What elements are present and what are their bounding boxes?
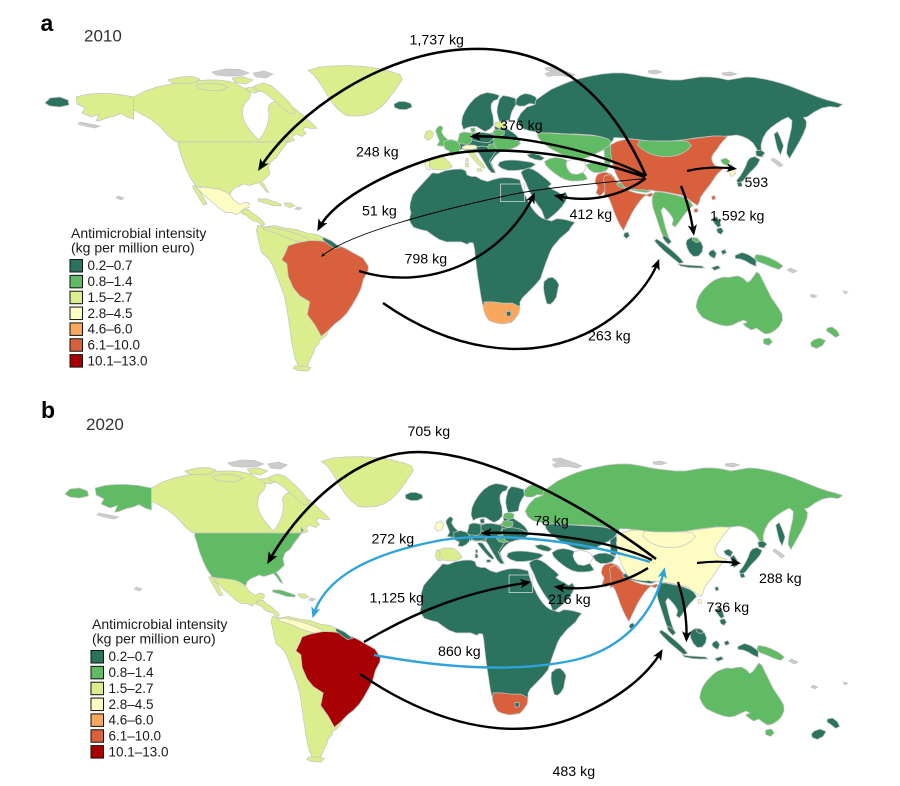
svg-text:1.5–2.7: 1.5–2.7 (88, 290, 133, 305)
svg-text:4.6–6.0: 4.6–6.0 (88, 322, 133, 337)
svg-text:0.2–0.7: 0.2–0.7 (88, 258, 133, 273)
svg-text:(kg per million euro): (kg per million euro) (92, 631, 216, 647)
svg-text:6.1–10.0: 6.1–10.0 (88, 337, 141, 352)
svg-text:736 kg: 736 kg (707, 600, 750, 616)
svg-text:0.2–0.7: 0.2–0.7 (109, 649, 154, 664)
svg-text:0.8–1.4: 0.8–1.4 (109, 665, 155, 680)
svg-text:2010: 2010 (84, 27, 122, 46)
svg-text:483 kg: 483 kg (553, 764, 596, 780)
svg-text:4.6–6.0: 4.6–6.0 (109, 713, 154, 728)
svg-text:272 kg: 272 kg (372, 532, 415, 548)
svg-text:2020: 2020 (86, 415, 124, 434)
svg-text:1,592 kg: 1,592 kg (710, 209, 764, 225)
svg-text:Antimicrobial intensity: Antimicrobial intensity (92, 616, 227, 632)
svg-text:1.5–2.7: 1.5–2.7 (109, 681, 154, 696)
svg-text:2.8–4.5: 2.8–4.5 (88, 306, 133, 321)
svg-text:Antimicrobial intensity: Antimicrobial intensity (71, 225, 206, 241)
svg-text:216 kg: 216 kg (548, 592, 591, 608)
svg-text:a: a (41, 10, 54, 36)
svg-text:(kg per million euro): (kg per million euro) (71, 240, 195, 256)
svg-text:248 kg: 248 kg (356, 145, 399, 161)
svg-text:593: 593 (745, 175, 769, 191)
svg-text:78 kg: 78 kg (534, 514, 569, 530)
svg-text:51 kg: 51 kg (362, 204, 397, 220)
svg-text:798 kg: 798 kg (405, 252, 448, 268)
svg-text:288 kg: 288 kg (759, 571, 802, 587)
svg-text:10.1–13.0: 10.1–13.0 (88, 353, 148, 368)
svg-text:2.8–4.5: 2.8–4.5 (109, 697, 154, 712)
svg-text:860 kg: 860 kg (438, 644, 481, 660)
svg-text:6.1–10.0: 6.1–10.0 (109, 728, 162, 743)
svg-text:376 kg: 376 kg (500, 118, 543, 134)
svg-text:263 kg: 263 kg (588, 329, 631, 345)
svg-text:1,125 kg: 1,125 kg (370, 591, 424, 607)
svg-text:705 kg: 705 kg (408, 424, 451, 440)
svg-text:b: b (41, 397, 55, 423)
svg-text:0.8–1.4: 0.8–1.4 (88, 274, 134, 289)
svg-text:10.1–13.0: 10.1–13.0 (109, 744, 169, 759)
svg-text:1,737 kg: 1,737 kg (410, 33, 464, 49)
svg-text:412 kg: 412 kg (570, 207, 613, 223)
